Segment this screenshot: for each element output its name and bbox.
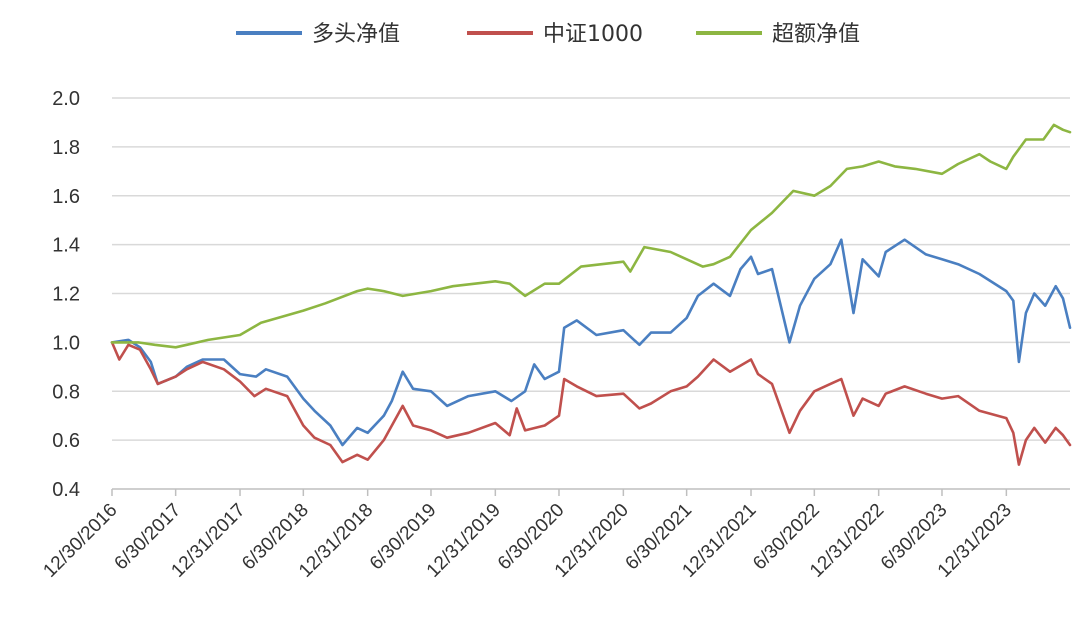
y-tick-label: 1.4 (52, 235, 80, 257)
series-group (110, 123, 1072, 466)
x-axis: 12/30/20166/30/201712/31/20176/30/201812… (39, 488, 1070, 582)
y-tick-label: 1.0 (52, 332, 80, 354)
y-tick-label: 0.8 (52, 381, 80, 403)
y-tick-label: 1.6 (52, 186, 80, 208)
legend: 多头净值 中证1000 超额净值 (236, 22, 860, 47)
legend-label-0: 多头净值 (312, 22, 400, 47)
series-line-0 (110, 238, 1072, 447)
y-tick-label: 0.4 (52, 479, 80, 501)
series-line-2 (110, 123, 1072, 349)
gridlines (112, 97, 1070, 441)
x-tick-label: 12/30/2016 (39, 500, 121, 582)
series-line-1 (110, 341, 1072, 466)
y-tick-label: 1.2 (52, 284, 80, 306)
y-tick-label: 2.0 (52, 88, 80, 110)
legend-label-1: 中证1000 (543, 22, 643, 47)
y-tick-label: 0.6 (52, 430, 80, 452)
legend-label-2: 超额净值 (772, 22, 860, 47)
y-tick-label: 1.8 (52, 137, 80, 159)
y-axis-ticks: 0.4 0.6 0.8 1.0 1.2 1.4 1.6 1.8 2.0 (52, 88, 80, 501)
